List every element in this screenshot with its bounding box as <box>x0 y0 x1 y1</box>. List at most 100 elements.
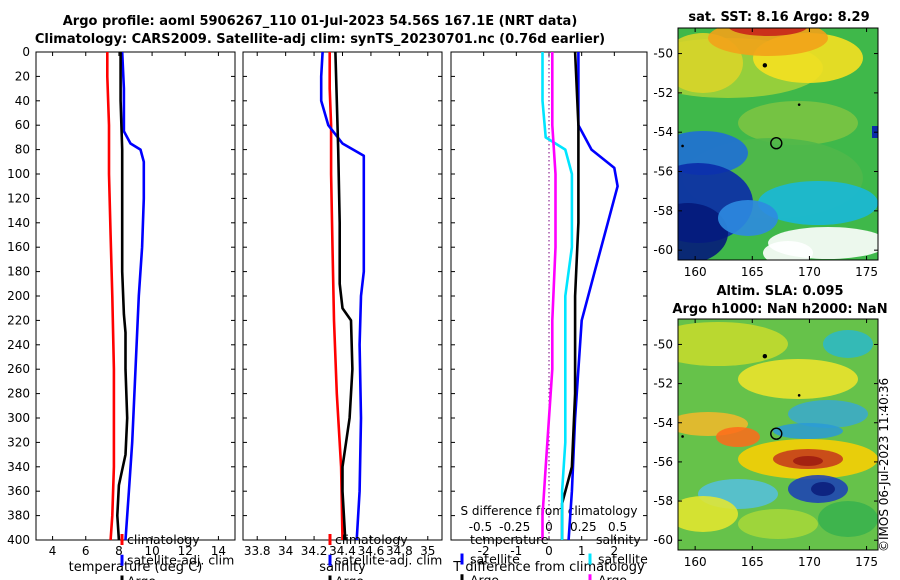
series-line-climatology <box>106 52 116 541</box>
island-marker <box>681 144 684 148</box>
x-tick-label: -1 <box>510 544 522 558</box>
x-tick-label: 34.2 <box>301 544 328 558</box>
legend-label: Argo <box>470 572 499 580</box>
x-tick-label: 34.4 <box>329 544 356 558</box>
x-tick-label: 2 <box>611 544 619 558</box>
figure-title-line1: Argo profile: aoml 5906267_110 01-Jul-20… <box>62 14 578 29</box>
field-patch <box>678 496 738 532</box>
top-x-tick-label: -0.5 <box>469 520 492 534</box>
field-patch <box>728 28 808 36</box>
x-tick-label: 165 <box>741 265 764 279</box>
y-tick-label: 200 <box>7 289 30 303</box>
x-tick-label: 160 <box>684 265 707 279</box>
y-tick-label: -58 <box>653 204 673 218</box>
y-tick-label: 280 <box>7 387 30 401</box>
top-x-tick-label: 0.5 <box>608 520 627 534</box>
x-tick-label: 8 <box>115 544 123 558</box>
y-tick-label: -54 <box>653 416 673 430</box>
x-tick-label: -2 <box>478 544 490 558</box>
field-patch <box>818 501 878 537</box>
map-frame <box>677 318 879 551</box>
field-patch <box>758 181 878 225</box>
y-tick-label: -56 <box>653 165 673 179</box>
y-tick-label: -54 <box>653 125 673 139</box>
legend-label: climatology <box>335 532 408 547</box>
x-tick-label: 4 <box>49 544 57 558</box>
sst-map: -50 -52 -54 -56 -58 -60 160 165 170 175 <box>653 27 879 279</box>
field-patch <box>678 203 728 260</box>
field-patch <box>678 322 788 366</box>
x-tick-label: 34.6 <box>358 544 385 558</box>
x-tick-label: 34 <box>278 544 293 558</box>
series-line-s-satellite <box>541 52 574 540</box>
y-tick-label: 400 <box>7 533 30 547</box>
y-tick-label: 260 <box>7 362 30 376</box>
y-tick-label: 300 <box>7 411 30 425</box>
x-tick-label: 35 <box>420 544 435 558</box>
y-tick-label: 160 <box>7 240 30 254</box>
y-tick-label: -56 <box>653 455 673 469</box>
profile-panel-2: 33.8 34 34.2 34.4 34.6 34.8 35salinityclimatol… <box>242 51 443 580</box>
y-tick-label: -50 <box>653 47 673 61</box>
field-patch <box>793 456 823 466</box>
y-tick-label: 20 <box>15 69 30 83</box>
x-tick-label: 10 <box>144 544 159 558</box>
top-x-tick-label: 0.25 <box>570 520 597 534</box>
island-marker <box>762 353 768 359</box>
y-tick-label: 360 <box>7 484 30 498</box>
x-tick-label: 1 <box>578 544 586 558</box>
profile-panel-1: 0 20 40 60 80 100 120 140 160 180 200 220 240 260 280 3… <box>7 45 236 580</box>
top-x-tick-label: 0 <box>545 520 553 534</box>
field-patch <box>823 330 873 358</box>
x-tick-label: 170 <box>798 555 821 569</box>
x-tick-label: 175 <box>855 265 878 279</box>
y-tick-label: 120 <box>7 191 30 205</box>
argo-float-marker <box>770 427 783 440</box>
y-tick-label: 140 <box>7 216 30 230</box>
legend-label: Argo <box>598 572 627 580</box>
series-line-s-argo <box>541 52 557 540</box>
field-patch <box>738 101 858 145</box>
series-line-t-argo <box>560 51 580 540</box>
legend-label: climatology <box>127 532 200 547</box>
field-patch <box>708 28 828 56</box>
map-frame <box>677 27 879 261</box>
x-axis-label: T difference from climatology <box>452 560 645 575</box>
x-tick-label: 6 <box>82 544 90 558</box>
x-tick-label: 14 <box>211 544 226 558</box>
legend-label: satellite <box>598 552 648 567</box>
y-tick-label: 320 <box>7 435 30 449</box>
y-tick-label: 0 <box>22 45 30 59</box>
y-tick-label: 240 <box>7 338 30 352</box>
island-marker <box>762 63 768 68</box>
x-tick-label: 34.8 <box>386 544 413 558</box>
y-tick-label: 340 <box>7 460 30 474</box>
series-line-satellite-adj-clim <box>120 51 146 541</box>
y-tick-label: -52 <box>653 377 673 391</box>
x-tick-label: 165 <box>741 555 764 569</box>
x-tick-label: 33.8 <box>244 544 271 558</box>
field-patch <box>763 241 813 260</box>
legend-label: satellite-adj. clim <box>335 553 442 568</box>
field-patch <box>788 400 868 428</box>
island-marker <box>797 103 801 106</box>
x-tick-label: 170 <box>798 265 821 279</box>
sst-map-title: sat. SST: 8.16 Argo: 8.29 <box>688 10 870 25</box>
series-line-argo <box>334 51 354 541</box>
island-marker <box>797 394 801 397</box>
sla-map-title-1: Altim. SLA: 0.095 <box>716 284 844 299</box>
y-tick-label: 180 <box>7 265 30 279</box>
field-patch <box>773 423 843 439</box>
map-field <box>678 28 878 260</box>
map-field <box>678 319 878 550</box>
y-tick-label: -52 <box>653 86 673 100</box>
field-patch <box>811 482 835 496</box>
argo-float-marker <box>770 137 783 150</box>
series-line-climatology <box>328 52 344 541</box>
y-tick-label: -60 <box>653 533 673 547</box>
field-patch <box>718 200 778 236</box>
legend-title-salinity: salinity <box>596 532 641 547</box>
legend-title-temperature: temperature <box>470 532 549 547</box>
y-tick-label: 80 <box>15 143 30 157</box>
